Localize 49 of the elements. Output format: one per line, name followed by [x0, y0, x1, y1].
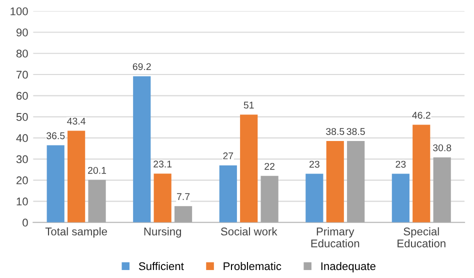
- data-label: 38.5: [346, 128, 365, 135]
- x-tick-label: Social work: [220, 227, 278, 236]
- data-label: 46.2: [412, 112, 430, 119]
- x-tick-label: Nursing: [144, 227, 182, 238]
- legend-label: Inadequate: [321, 262, 376, 272]
- bar: [433, 157, 451, 222]
- data-label: 36.5: [46, 132, 65, 140]
- bar: [154, 174, 172, 222]
- legend-label: Problematic: [224, 262, 282, 270]
- bar: [326, 141, 344, 222]
- y-tick-label: 10: [16, 198, 28, 206]
- data-label: 30.8: [433, 144, 452, 152]
- bar: [174, 206, 192, 222]
- x-tick-label: Total sample: [45, 227, 108, 238]
- data-label: 7.7: [177, 193, 190, 200]
- data-label: 23.1: [154, 160, 172, 168]
- bar: [88, 180, 106, 222]
- data-label: 23: [309, 160, 320, 168]
- data-label: 51: [244, 102, 254, 109]
- bar: [347, 141, 365, 222]
- bar: [240, 114, 258, 222]
- y-tick-label: 0: [22, 218, 28, 227]
- bar: [306, 174, 324, 222]
- y-tick-label: 70: [16, 70, 28, 79]
- bar: [392, 174, 410, 222]
- bar: [46, 145, 64, 222]
- bar: [68, 130, 86, 222]
- data-label: 22: [264, 162, 274, 170]
- data-label: 69.2: [132, 63, 151, 70]
- y-tick-label: 30: [16, 155, 28, 164]
- data-label: 43.4: [67, 118, 86, 125]
- y-tick-label: 40: [16, 134, 28, 142]
- y-tick-label: 100: [10, 7, 28, 16]
- bar: [412, 124, 430, 222]
- bar: [260, 176, 278, 222]
- bar: [133, 76, 151, 222]
- data-label: 20.1: [88, 166, 106, 174]
- x-tick-label: Primary Education: [311, 227, 360, 248]
- data-label: 27: [223, 152, 234, 160]
- y-tick-label: 80: [16, 50, 28, 58]
- data-label: 23: [396, 160, 406, 168]
- y-tick-label: 20: [16, 176, 28, 184]
- bar: [219, 165, 237, 222]
- y-tick-label: 90: [16, 28, 28, 36]
- y-tick-label: 50: [16, 113, 28, 121]
- x-tick-label: Special Education: [398, 227, 446, 248]
- legend-label: Sufficient: [138, 262, 184, 270]
- data-label: 38.5: [326, 128, 344, 135]
- y-tick-label: 60: [16, 92, 28, 100]
